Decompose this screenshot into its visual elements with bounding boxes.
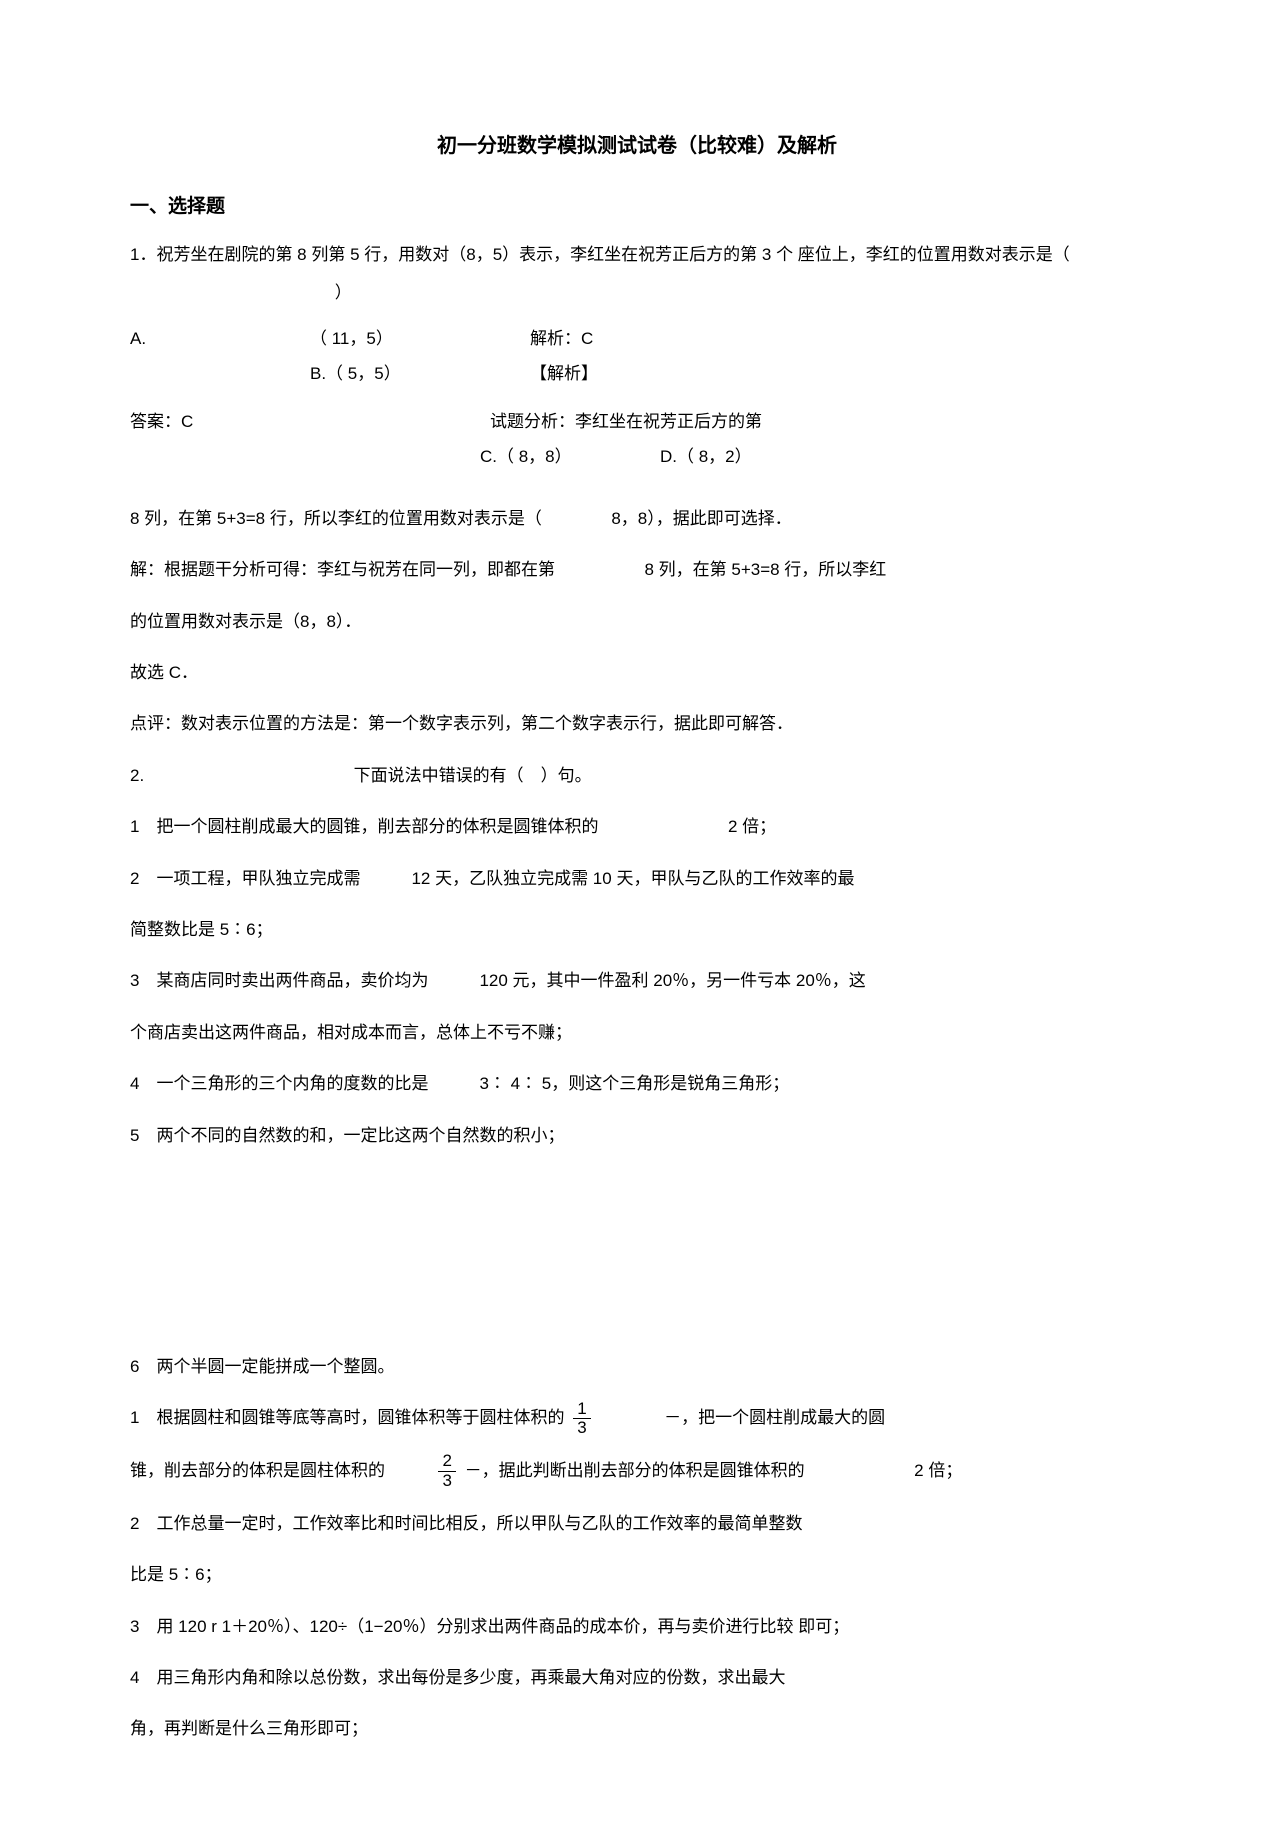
- q2-stem: 2. 下面说法中错误的有（ ）句。: [130, 757, 1144, 794]
- q2-e1-a: 1 根据圆柱和圆锥等底等高时，圆锥体积等于圆柱体积的: [130, 1408, 564, 1427]
- q2-statement-3-end: 个商店卖出这两件商品，相对成本而言，总体上不亏不赚；: [130, 1014, 1144, 1051]
- fraction-1-3: 1 3: [573, 1400, 590, 1438]
- q1-options-cd: C.（ 8，8） D.（ 8，2）: [130, 443, 1144, 470]
- q2-s1-b: 2 倍；: [728, 817, 776, 836]
- q1-expl-line4: 故选 C．: [130, 654, 1144, 691]
- q1-options-row1: A. （ 11，5） 解析：C: [130, 325, 1144, 352]
- q1-stem: 1．祝芳坐在剧院的第 8 列第 5 行，用数对（8，5）表示，李红坐在祝芳正后方…: [130, 236, 1144, 311]
- q2-expl-2-end: 比是 5∶6；: [130, 1556, 1144, 1593]
- section-heading: 一、选择题: [130, 192, 1144, 222]
- q2-expl-2: 2 工作总量一定时，工作效率比和时间比相反，所以甲队与乙队的工作效率的最简单整数: [130, 1505, 1144, 1542]
- q2-expl-1-cont: 锥，削去部分的体积是圆柱体积的 2 3 －，据此判断出削去部分的体积是圆锥体积的…: [130, 1452, 1144, 1491]
- q1-jiexi-label: 【解析】: [530, 360, 598, 387]
- q1-option-a-label: A.: [130, 325, 310, 352]
- q2-e1-c: 锥，削去部分的体积是圆柱体积的: [130, 1461, 385, 1480]
- q2-statement-2-end: 简整数比是 5∶6；: [130, 911, 1144, 948]
- q1-options-row2: B.（ 5，5） 【解析】: [130, 360, 1144, 387]
- q1-option-d: D.（ 8，2）: [660, 443, 752, 470]
- q1-expl-line3: 的位置用数对表示是（8，8）．: [130, 603, 1144, 640]
- q1-expl-line1: 8 列，在第 5+3=8 行，所以李红的位置用数对表示是（ 8，8），据此即可选…: [130, 500, 1144, 537]
- q1-analysis-label: 解析：C: [530, 325, 593, 352]
- q1-analysis-text: 试题分析：李红坐在祝芳正后方的第: [490, 408, 762, 435]
- q1-option-c: C.（ 8，8）: [480, 443, 660, 470]
- q2-e1-b: －，把一个圆柱削成最大的圆: [664, 1408, 885, 1427]
- q2-statement-3: 3 某商店同时卖出两件商品，卖价均为 120 元，其中一件盈利 20％，另一件亏…: [130, 962, 1144, 999]
- q2-e1-e: 2 倍；: [914, 1461, 962, 1480]
- q1-expl-line2: 解：根据题干分析可得：李红与祝芳在同一列，即都在第 8 列，在第 5+3=8 行…: [130, 551, 1144, 588]
- q1-expl1-a: 8 列，在第 5+3=8 行，所以李红的位置用数对表示是（: [130, 509, 542, 528]
- q2-statement-2: 2 一项工程，甲队独立完成需 12 天，乙队独立完成需 10 天，甲队与乙队的工…: [130, 860, 1144, 897]
- q2-num: 2.: [130, 766, 144, 785]
- page-title: 初一分班数学模拟测试试卷（比较难）及解析: [130, 130, 1144, 162]
- frac-num: 1: [573, 1400, 590, 1420]
- q2-expl-4-end: 角，再判断是什么三角形即可；: [130, 1710, 1144, 1747]
- q1-answer: 答案：C: [130, 408, 490, 435]
- frac-num: 2: [438, 1452, 455, 1472]
- q1-expl-line5: 点评：数对表示位置的方法是：第一个数字表示列，第二个数字表示行，据此即可解答．: [130, 705, 1144, 742]
- q2-expl-4: 4 用三角形内角和除以总份数，求出每份是多少度，再乘最大角对应的份数，求出最大: [130, 1659, 1144, 1696]
- q2-e1-d: －，据此判断出削去部分的体积是圆锥体积的: [465, 1461, 805, 1480]
- q2-statement-4: 4 一个三角形的三个内角的度数的比是 3∶ 4∶ 5，则这个三角形是锐角三角形；: [130, 1065, 1144, 1102]
- q2-statement-1: 1 把一个圆柱削成最大的圆锥，削去部分的体积是圆锥体积的 2 倍；: [130, 808, 1144, 845]
- q2-stem-text: 下面说法中错误的有（ ）句。: [354, 766, 592, 785]
- q2-s1-a: 1 把一个圆柱削成最大的圆锥，削去部分的体积是圆锥体积的: [130, 817, 598, 836]
- q1-expl1-b: 8，8），据此即可选择．: [611, 509, 791, 528]
- frac-den: 3: [573, 1419, 590, 1438]
- q1-answer-row: 答案：C 试题分析：李红坐在祝芳正后方的第: [130, 408, 1144, 435]
- q1-expl2-a: 解：根据题干分析可得：李红与祝芳在同一列，即都在第: [130, 560, 555, 579]
- q1-option-b: B.（ 5，5）: [310, 360, 490, 387]
- blank: [130, 360, 310, 387]
- q1-option-a-value: （ 11，5）: [310, 325, 490, 352]
- q1-expl2-b: 8 列，在第 5+3=8 行，所以李红: [644, 560, 886, 579]
- q2-expl-1: 1 根据圆柱和圆锥等底等高时，圆锥体积等于圆柱体积的 1 3 －，把一个圆柱削成…: [130, 1399, 1144, 1438]
- q2-expl-3: 3 用 120 r 1＋20％）、120÷（1−20％）分别求出两件商品的成本价…: [130, 1608, 1144, 1645]
- q2-statement-5: 5 两个不同的自然数的和，一定比这两个自然数的积小；: [130, 1117, 1144, 1154]
- fraction-2-3: 2 3: [438, 1452, 455, 1490]
- q1-close-paren: ）: [335, 283, 352, 302]
- frac-den: 3: [438, 1472, 455, 1491]
- q2-statement-6: 6 两个半圆一定能拼成一个整圆。: [130, 1348, 1144, 1385]
- page-gap: [130, 1168, 1144, 1348]
- q1-stem-text: 1．祝芳坐在剧院的第 8 列第 5 行，用数对（8，5）表示，李红坐在祝芳正后方…: [130, 245, 1070, 264]
